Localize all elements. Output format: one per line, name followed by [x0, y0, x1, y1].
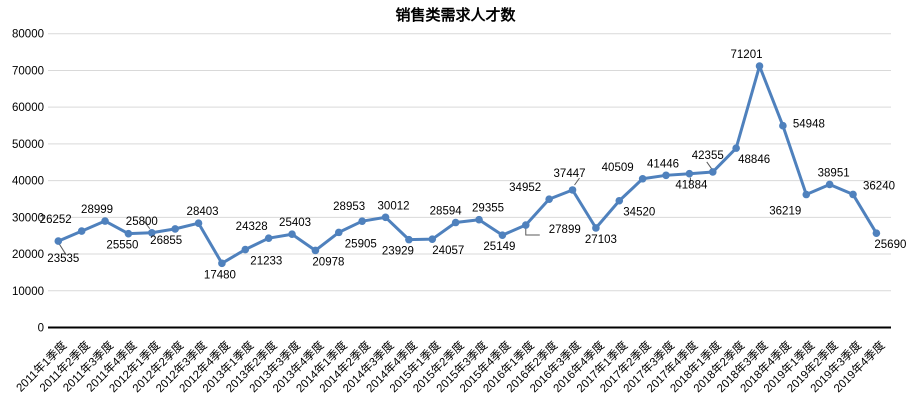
data-point-label: 17480: [204, 269, 236, 281]
data-point-marker: [147, 228, 156, 237]
data-point-label: 28594: [430, 206, 463, 218]
data-point-marker: [241, 245, 250, 254]
data-point-label: 34952: [509, 182, 541, 194]
data-point-marker: [475, 215, 483, 224]
data-point-label: 28999: [81, 204, 113, 216]
data-point-marker: [451, 218, 460, 227]
chart-title: 销售类需求人才数: [395, 7, 516, 24]
label-leader-line: [706, 161, 713, 170]
data-point-marker: [802, 190, 811, 199]
y-axis-tick-label: 50000: [12, 139, 44, 151]
data-point-label: 28403: [187, 206, 219, 218]
y-axis-tick-label: 60000: [12, 102, 44, 114]
data-point-marker: [218, 259, 226, 268]
data-point-label: 25690: [874, 239, 906, 251]
y-axis-tick-label: 20000: [12, 249, 44, 261]
y-axis-tick-label: 40000: [12, 176, 44, 188]
data-point-marker: [615, 196, 624, 205]
data-point-label: 26252: [40, 214, 72, 226]
data-point-marker: [592, 224, 600, 232]
data-point-label: 24328: [236, 221, 268, 233]
data-point-label: 41884: [675, 180, 708, 192]
y-axis-tick-label: 30000: [12, 212, 44, 224]
label-leader-line: [58, 243, 67, 256]
data-point-marker: [358, 217, 366, 225]
data-point-label: 42355: [692, 150, 724, 162]
data-point-marker: [872, 229, 881, 237]
data-point-marker: [101, 217, 109, 225]
data-point-marker: [521, 221, 530, 229]
data-point-label: 48846: [738, 154, 770, 166]
data-point-marker: [171, 225, 179, 233]
y-axis-tick-label: 0: [38, 323, 44, 335]
data-point-marker: [779, 121, 787, 130]
data-point-marker: [732, 144, 740, 152]
data-point-label: 25550: [106, 240, 138, 252]
data-point-label: 38951: [818, 167, 850, 179]
data-point-label: 21233: [250, 256, 282, 268]
data-point-marker: [77, 227, 86, 235]
data-point-marker: [755, 62, 764, 70]
data-point-marker: [311, 246, 320, 255]
data-point-label: 36219: [769, 206, 801, 218]
data-point-marker: [662, 171, 670, 180]
data-point-marker: [405, 235, 413, 244]
data-point-label: 27103: [585, 234, 617, 246]
data-point-label: 20978: [312, 256, 344, 268]
data-point-label: 25149: [483, 241, 515, 253]
data-point-label: 37447: [554, 168, 586, 180]
data-point-label: 25800: [126, 216, 158, 228]
data-point-marker: [825, 180, 834, 189]
data-point-label: 34520: [623, 207, 655, 219]
data-point-marker: [194, 219, 203, 228]
data-point-marker: [568, 186, 577, 194]
data-point-label: 30012: [378, 200, 410, 212]
y-axis-tick-label: 80000: [12, 29, 44, 41]
data-point-marker: [334, 228, 343, 237]
data-point-label: 36240: [863, 180, 895, 192]
data-point-marker: [288, 230, 296, 239]
data-point-label: 29355: [472, 203, 504, 215]
data-point-marker: [545, 195, 553, 203]
label-leader-line: [143, 220, 151, 230]
data-point-marker: [708, 168, 717, 176]
data-point-label: 23535: [47, 253, 79, 265]
data-point-label: 25905: [345, 238, 377, 250]
data-point-marker: [381, 213, 390, 222]
data-point-label: 24057: [432, 245, 464, 257]
label-leader-line: [574, 177, 580, 186]
data-point-label: 23929: [382, 246, 414, 258]
data-point-label: 28953: [333, 201, 365, 213]
series-line: [56, 64, 878, 265]
data-point-label: 26855: [150, 235, 182, 247]
data-point-label: 25403: [279, 217, 311, 229]
data-point-label: 41446: [647, 158, 679, 170]
data-point-label: 40509: [602, 162, 634, 174]
data-point-label: 27899: [549, 224, 581, 236]
y-axis-tick-label: 70000: [12, 65, 44, 77]
data-point-marker: [498, 231, 507, 239]
data-point-marker: [124, 229, 133, 238]
data-point-marker: [849, 190, 857, 199]
data-point-label: 71201: [731, 49, 763, 61]
label-leader-line: [525, 228, 540, 236]
y-axis-tick-label: 10000: [12, 286, 44, 298]
data-point-marker: [685, 169, 694, 178]
data-point-marker: [264, 234, 273, 242]
data-point-marker: [428, 235, 437, 243]
data-point-label: 54948: [793, 119, 825, 131]
data-point-marker: [54, 237, 63, 245]
data-point-marker: [638, 174, 647, 183]
